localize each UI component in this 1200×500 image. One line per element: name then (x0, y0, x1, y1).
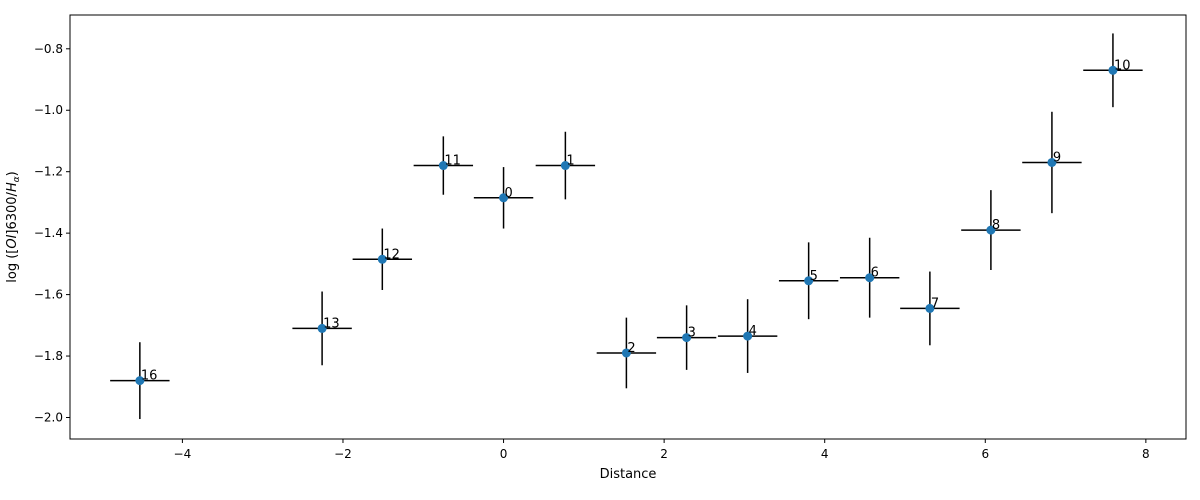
data-point (621, 348, 631, 358)
x-tick-label: 6 (981, 447, 989, 461)
point-label: 10 (1114, 58, 1131, 73)
point-label: 13 (323, 316, 340, 331)
y-tick-label: −1.8 (34, 349, 63, 363)
point-label: 2 (627, 341, 635, 356)
point-label: 4 (749, 324, 757, 339)
data-point (865, 273, 875, 283)
point-label: 3 (688, 326, 696, 341)
point-label: 12 (383, 247, 400, 262)
y-axis: −2.0 −1.8 −1.6 −1.4 −1.2 −1.0 −0.8 (34, 42, 70, 424)
point-label: 9 (1053, 150, 1061, 165)
point-label: 0 (505, 186, 513, 201)
y-label-pre: log ([ (5, 249, 20, 283)
data-point (682, 333, 692, 343)
x-tick-label: 4 (821, 447, 829, 461)
data-point (377, 254, 387, 264)
data-point (925, 303, 935, 313)
y-tick-label: −2.0 (34, 410, 63, 424)
point-label: 7 (931, 296, 939, 311)
y-label-h: H (5, 182, 20, 192)
y-label-post: ) (5, 171, 20, 176)
point-label: 16 (141, 369, 158, 384)
data-point (1108, 65, 1118, 75)
data-point (804, 276, 814, 286)
y-label-oi: OI (5, 234, 20, 248)
y-tick-label: −1.2 (34, 165, 63, 179)
point-label: 11 (444, 154, 461, 169)
data-point (438, 161, 448, 171)
x-tick-label: 2 (660, 447, 668, 461)
data-point (499, 193, 509, 203)
x-axis-label: Distance (600, 467, 657, 482)
data-point (1047, 157, 1057, 167)
point-label: 5 (810, 269, 818, 284)
y-tick-label: −1.0 (34, 103, 63, 117)
x-tick-label: −2 (334, 447, 352, 461)
x-tick-label: 0 (500, 447, 508, 461)
y-label-alpha: α (12, 176, 22, 182)
y-axis-label: log ([OI]6300/Hα) (5, 171, 22, 283)
data-point (560, 161, 570, 171)
data-point (135, 376, 145, 386)
point-label: 6 (871, 266, 879, 281)
x-tick-label: −4 (174, 447, 192, 461)
y-tick-label: −1.4 (34, 226, 63, 240)
point-label: 8 (992, 218, 1000, 233)
x-axis: −4 −2 0 2 4 6 8 (174, 439, 1150, 461)
point-label: 1 (566, 154, 574, 169)
y-label-mid: ]6300/ (5, 191, 20, 234)
data-point (317, 323, 327, 333)
plot-frame (69, 14, 1187, 440)
y-tick-label: −0.8 (34, 42, 63, 56)
y-tick-label: −1.6 (34, 288, 63, 302)
data-point (743, 331, 753, 341)
data-point (986, 225, 996, 235)
x-tick-label: 8 (1142, 447, 1150, 461)
